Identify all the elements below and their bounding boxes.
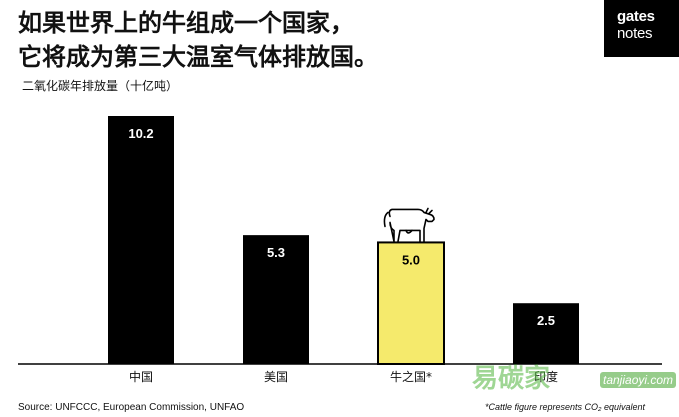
bar-0 — [108, 116, 174, 364]
bar-2 — [377, 241, 445, 365]
title-line-1: 如果世界上的牛组成一个国家， — [18, 9, 354, 37]
watermark-logo: 易碳家 — [472, 364, 551, 394]
category-label-2: 牛之国* — [390, 369, 432, 384]
gates-notes-logo[interactable]: gates notes — [604, 0, 679, 57]
logo-text-notes: notes — [617, 25, 653, 42]
logo-text-gates: gates — [617, 8, 655, 25]
y-axis-unit-label: 二氧化碳年排放量（十亿吨） — [22, 79, 179, 93]
data-label-1: 5.3 — [267, 245, 285, 260]
category-label-3: 印度 — [534, 369, 558, 384]
data-label-0: 10.2 — [128, 126, 153, 141]
title-line-2: 它将成为第三大温室气体排放国。 — [18, 43, 378, 71]
cow-icon — [383, 207, 435, 243]
watermark-url: tanjiaoyi.com — [600, 372, 677, 388]
category-label-0: 中国 — [129, 369, 153, 384]
category-label-1: 美国 — [264, 370, 288, 384]
bar-1 — [243, 235, 309, 364]
data-label-3: 2.5 — [537, 313, 555, 328]
data-label-2: 5.0 — [402, 252, 420, 267]
source-note: Source: UNFCCC, European Commission, UNF… — [18, 402, 245, 413]
chart-title: 如果世界上的牛组成一个国家， 它将成为第三大温室气体排放国。 — [18, 6, 588, 74]
bar-3 — [513, 303, 579, 364]
footnote: *Cattle figure represents CO₂ equivalent — [485, 402, 646, 412]
